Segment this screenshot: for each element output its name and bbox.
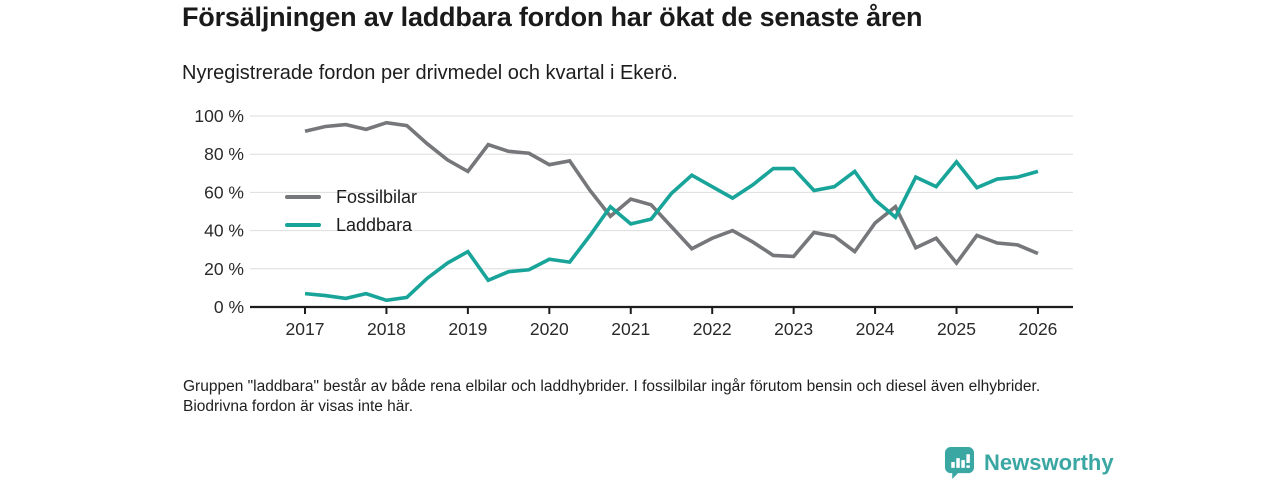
legend-swatch-fossilbilar [285,194,321,200]
svg-text:80 %: 80 % [204,144,244,164]
svg-text:2018: 2018 [367,319,406,339]
svg-text:0 %: 0 % [214,297,244,317]
svg-text:2023: 2023 [774,319,813,339]
newsworthy-logo-icon [944,447,975,479]
svg-text:40 %: 40 % [204,221,244,241]
svg-text:100 %: 100 % [194,106,244,126]
legend-label-fossilbilar: Fossilbilar [336,186,418,207]
svg-text:2026: 2026 [1018,319,1057,339]
svg-text:2022: 2022 [693,319,732,339]
svg-text:60 %: 60 % [204,182,244,202]
legend-swatch-laddbara [285,222,321,228]
legend-label-laddbara: Laddbara [336,214,413,235]
svg-text:2017: 2017 [286,319,325,339]
svg-text:2025: 2025 [937,319,976,339]
svg-text:2019: 2019 [448,319,487,339]
chart-title: Försäljningen av laddbara fordon har öka… [182,2,923,32]
svg-text:20 %: 20 % [204,259,244,279]
svg-text:2021: 2021 [611,319,650,339]
legend-item-laddbara: Laddbara [285,211,417,239]
chart-footnote: Gruppen "laddbara" består av både rena e… [183,378,1041,415]
newsworthy-logo-text: Newsworthy [984,449,1114,475]
chart-legend: Fossilbilar Laddbara [285,183,417,239]
newsworthy-logo: Newsworthy [944,446,1114,479]
svg-text:2024: 2024 [856,319,895,339]
svg-text:2020: 2020 [530,319,569,339]
legend-item-fossilbilar: Fossilbilar [285,183,417,211]
line-chart: 2017 2018 2019 2020 2021 2022 2023 2024 2025 2026… [194,106,1073,339]
chart-subtitle: Nyregistrerade fordon per drivmedel och … [182,62,678,84]
